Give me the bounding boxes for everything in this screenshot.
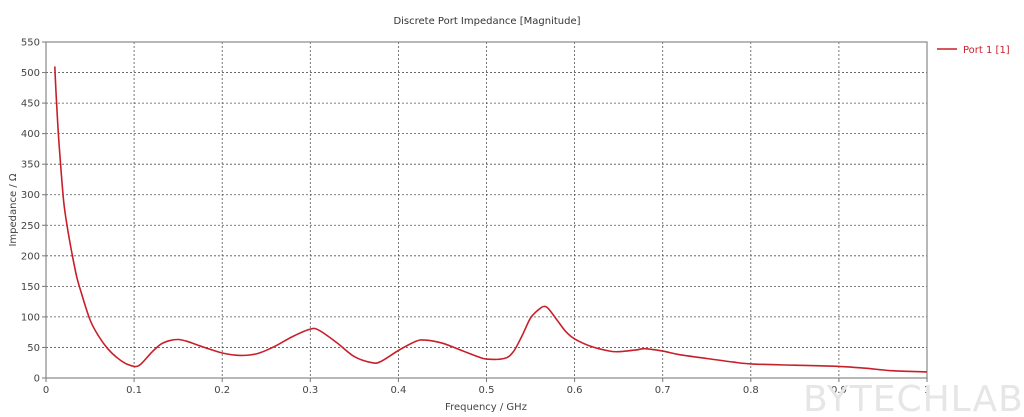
y-tick-label: 0 <box>34 374 40 385</box>
y-tick-label: 150 <box>21 282 40 293</box>
x-tick-label: 0.6 <box>567 385 583 396</box>
x-tick-label: 0.2 <box>214 385 230 396</box>
x-tick-label: 0.4 <box>390 385 406 396</box>
x-tick-label: 0.5 <box>479 385 495 396</box>
x-tick-label: 0.1 <box>126 385 142 396</box>
y-tick-label: 250 <box>21 221 40 232</box>
x-tick-label: 0 <box>43 385 49 396</box>
legend: Port 1 [1] <box>937 45 1010 56</box>
x-tick-label: 0.8 <box>743 385 759 396</box>
y-axis-ticks: 0 50 100 150 200 250 300 350 400 450 500 550 <box>21 38 46 385</box>
x-tick-label: 0.7 <box>655 385 671 396</box>
x-tick-label: 1 <box>924 385 930 396</box>
chart-title: Discrete Port Impedance [Magnitude] <box>393 16 580 27</box>
legend-label-port-1: Port 1 [1] <box>963 45 1010 56</box>
y-tick-label: 450 <box>21 99 40 110</box>
y-axis-label: Impedance / Ω <box>8 173 19 246</box>
y-tick-label: 550 <box>21 38 40 49</box>
x-tick-label: 0.9 <box>831 385 847 396</box>
x-tick-label: 0.3 <box>302 385 318 396</box>
y-tick-label: 300 <box>21 190 40 201</box>
series-line-port-1 <box>54 66 928 373</box>
x-axis-label: Frequency / GHz <box>445 402 527 413</box>
y-tick-label: 400 <box>21 129 40 140</box>
y-tick-label: 50 <box>27 343 40 354</box>
y-tick-label: 350 <box>21 160 40 171</box>
y-tick-label: 500 <box>21 68 40 79</box>
y-tick-label: 100 <box>21 312 40 323</box>
x-axis-ticks: 0 0.1 0.2 0.3 0.4 0.5 0.6 0.7 0.8 0.9 1 <box>43 378 930 396</box>
grid-lines <box>46 42 927 378</box>
watermark: BYTECHLAB <box>803 379 1024 417</box>
y-tick-label: 200 <box>21 251 40 262</box>
